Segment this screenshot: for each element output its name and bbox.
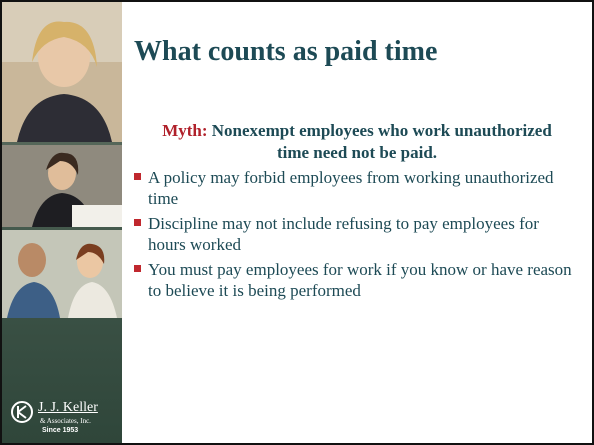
logo: J. J. Keller & Associates, Inc. Since 19… xyxy=(10,400,34,429)
photo xyxy=(2,230,122,318)
photo xyxy=(2,2,122,142)
myth-label: Myth: xyxy=(162,121,207,140)
logo-mark xyxy=(10,400,34,424)
photo xyxy=(2,145,122,227)
page: J. J. Keller & Associates, Inc. Since 19… xyxy=(0,0,594,445)
slide-title: What counts as paid time xyxy=(134,36,437,68)
bullet-list: A policy may forbid employees from worki… xyxy=(132,167,577,305)
sidebar: J. J. Keller & Associates, Inc. Since 19… xyxy=(2,2,122,443)
bullet: Discipline may not include refusing to p… xyxy=(132,213,577,255)
bullet: You must pay employees for work if you k… xyxy=(132,259,577,301)
myth-text: Nonexempt employees who work unauthorize… xyxy=(212,121,552,162)
logo-name: J. J. Keller xyxy=(38,400,98,416)
bullet: A policy may forbid employees from worki… xyxy=(132,167,577,209)
logo-since: Since 1953 xyxy=(42,427,78,434)
logo-sub: & Associates, Inc. xyxy=(40,417,91,425)
slide: J. J. Keller & Associates, Inc. Since 19… xyxy=(0,0,594,445)
myth: Myth: Nonexempt employees who work unaut… xyxy=(157,120,557,164)
